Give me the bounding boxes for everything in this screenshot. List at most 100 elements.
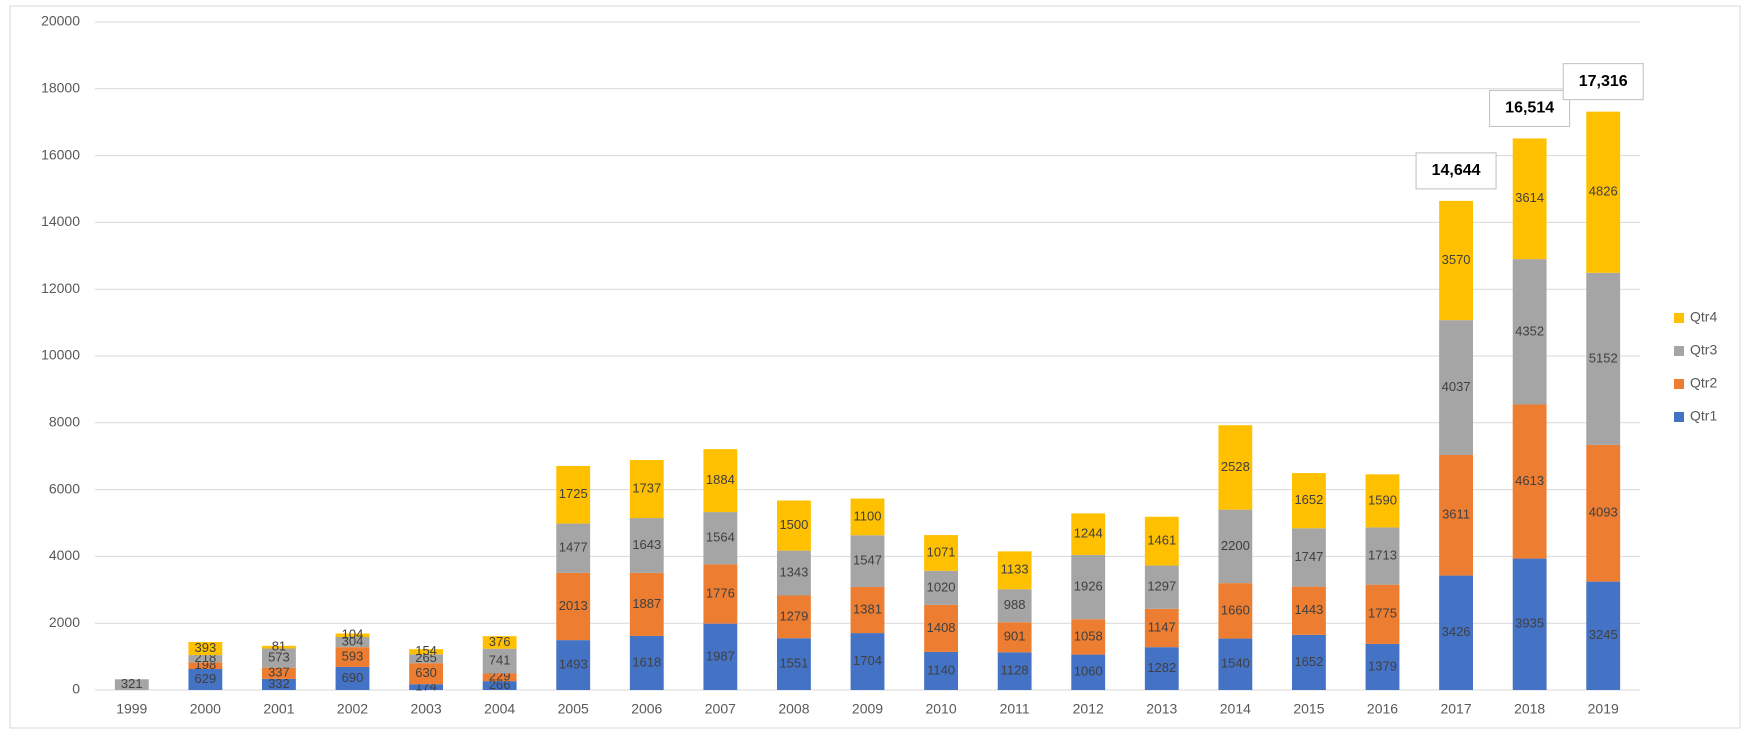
bar-segment (482, 673, 517, 682)
x-tick-label: 2018 (1514, 701, 1545, 717)
annotation: 16,514 (1505, 100, 1554, 117)
bar-segment (777, 550, 811, 596)
value-label: 1618 (632, 654, 661, 669)
bar-segment (1144, 516, 1179, 566)
legend-label: Qtr4 (1690, 309, 1717, 325)
bar-segment (556, 465, 591, 524)
bar-segment (703, 449, 738, 513)
bar-segment (629, 518, 664, 573)
value-label: 1060 (1074, 664, 1103, 679)
bar-segment (997, 589, 1032, 623)
bar-segment (409, 654, 443, 664)
x-tick-label: 2017 (1440, 701, 1471, 717)
value-label: 901 (1004, 629, 1026, 644)
bar-segment (1365, 584, 1400, 644)
value-label: 1547 (853, 553, 882, 568)
bar-segment (997, 652, 1032, 690)
annotation: 14,644 (1432, 162, 1481, 179)
value-label: 1660 (1221, 602, 1250, 617)
bar-segment (1586, 444, 1621, 582)
x-tick-label: 2016 (1367, 701, 1398, 717)
value-label: 1884 (706, 472, 735, 487)
bar-segment (777, 595, 811, 639)
value-label: 630 (415, 665, 437, 680)
value-label: 3426 (1442, 624, 1471, 639)
y-tick-label: 18000 (41, 80, 80, 96)
value-label: 1443 (1294, 602, 1323, 617)
value-label: 1987 (706, 648, 735, 663)
value-label: 1282 (1147, 660, 1176, 675)
bar-segment (1365, 527, 1400, 585)
bar-segment (850, 498, 885, 536)
y-tick-label: 20000 (41, 13, 80, 29)
bar-segment (1439, 575, 1473, 690)
annotation-box (1489, 89, 1571, 127)
bar-segment (1218, 509, 1253, 584)
bar-segment (556, 640, 591, 690)
value-label: 2528 (1221, 459, 1250, 474)
x-tick-label: 2011 (1000, 701, 1030, 717)
value-label: 1408 (927, 620, 956, 635)
bar-segment (262, 645, 296, 649)
bar-segment (188, 668, 223, 690)
value-label: 3245 (1589, 627, 1618, 642)
bar-segment (1292, 634, 1326, 690)
value-label: 1551 (779, 656, 808, 671)
value-label: 629 (195, 671, 217, 686)
bar-segment (1586, 272, 1621, 445)
value-label: 1140 (927, 662, 955, 677)
x-tick-label: 2007 (705, 701, 736, 717)
x-tick-label: 2014 (1220, 701, 1251, 717)
bar-segment (556, 523, 591, 573)
value-label: 1713 (1368, 547, 1397, 562)
value-label: 3570 (1442, 252, 1471, 267)
bar-segment (114, 679, 149, 690)
value-label: 1564 (706, 530, 735, 545)
value-label: 1926 (1074, 579, 1103, 594)
bar-segment (335, 666, 370, 690)
bar-segment (777, 500, 811, 551)
value-label: 1020 (927, 579, 956, 594)
x-tick-label: 2008 (778, 701, 809, 717)
bar-segment (1292, 528, 1326, 587)
value-label: 2200 (1221, 538, 1250, 553)
value-label: 304 (342, 634, 364, 649)
y-tick-label: 12000 (41, 280, 80, 296)
bar-segment (1292, 586, 1326, 635)
bar-segment (1512, 558, 1547, 690)
y-tick-label: 2000 (49, 614, 80, 630)
bar-segment (703, 564, 738, 624)
bar-segment (1071, 554, 1106, 620)
legend-swatch (1674, 412, 1684, 422)
bar-segment (1218, 638, 1253, 690)
bar-segment (1586, 111, 1621, 273)
bar-segment (703, 512, 738, 565)
bar-segment (1512, 138, 1547, 260)
value-label: 4093 (1589, 505, 1618, 520)
value-label: 1725 (559, 486, 588, 501)
y-tick-label: 0 (72, 681, 80, 697)
x-tick-label: 2013 (1146, 701, 1177, 717)
bar-segment (924, 651, 958, 690)
legend-swatch (1674, 379, 1684, 389)
value-label: 741 (489, 653, 511, 668)
bar-segment (924, 570, 958, 605)
y-tick-label: 14000 (41, 213, 80, 229)
value-label: 1279 (779, 608, 808, 623)
value-label: 1058 (1074, 628, 1103, 643)
value-label: 3614 (1515, 190, 1544, 205)
x-tick-label: 2002 (337, 701, 368, 717)
value-label: 1343 (779, 564, 808, 579)
value-label: 1652 (1294, 492, 1323, 507)
bar-segment (188, 655, 223, 663)
value-label: 4613 (1515, 473, 1544, 488)
bar-segment (1365, 474, 1400, 528)
value-label: 1643 (632, 537, 661, 552)
legend-label: Qtr1 (1690, 408, 1717, 424)
bar-segment (409, 649, 443, 655)
value-label: 1704 (853, 653, 882, 668)
value-label: 1737 (632, 480, 661, 495)
value-label: 1500 (779, 517, 808, 532)
bar-segment (262, 667, 296, 679)
bar-segment (777, 638, 811, 690)
